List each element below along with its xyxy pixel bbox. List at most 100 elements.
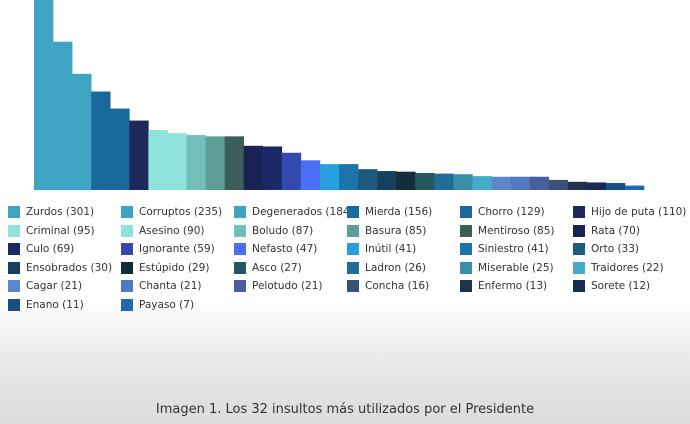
legend-swatch	[460, 206, 472, 218]
bar-2	[53, 41, 73, 190]
legend-item: Payaso (7)	[121, 298, 234, 312]
bar-18	[358, 169, 378, 190]
legend-item: Asesino (90)	[121, 224, 234, 238]
bar-6	[129, 120, 149, 190]
chart-legend: Zurdos (301) Corruptos (235) Degenerados (…	[8, 205, 688, 312]
legend-item: Ignorante (59)	[121, 242, 234, 256]
legend-label: Siniestro (41)	[478, 243, 549, 256]
legend-swatch	[8, 280, 20, 293]
legend-item: Chanta (21)	[121, 279, 234, 293]
bar-chart	[34, 0, 645, 190]
legend-swatch	[347, 280, 359, 293]
legend-label: Asco (27)	[252, 261, 302, 274]
bar-10	[205, 136, 225, 190]
legend-label: Cagar (21)	[26, 280, 83, 293]
legend-label: Orto (33)	[591, 243, 640, 256]
legend-label: Ladron (26)	[365, 261, 427, 274]
bar-16	[319, 164, 340, 190]
legend-swatch	[121, 298, 133, 311]
legend-item: Culo (69)	[8, 242, 121, 256]
legend-swatch	[121, 224, 133, 237]
bar-32	[624, 185, 645, 190]
legend-item: Asco (27)	[234, 261, 347, 275]
bar-15	[300, 160, 321, 190]
legend-swatch	[121, 261, 133, 274]
bar-13	[262, 146, 283, 190]
bar-1	[34, 0, 54, 190]
legend-label: Estúpido (29)	[139, 261, 210, 274]
legend-item: Hijo de puta (110)	[573, 205, 686, 219]
bar-7	[148, 130, 168, 190]
legend-item: Enfermo (13)	[460, 279, 573, 293]
legend-item: Concha (16)	[347, 279, 460, 293]
legend-item: Criminal (95)	[8, 224, 121, 238]
bar-8	[167, 133, 187, 190]
legend-label: Inútil (41)	[365, 243, 417, 256]
bar-19	[377, 171, 397, 190]
bar-24	[472, 176, 492, 190]
legend-item: Estúpido (29)	[121, 261, 234, 275]
legend-item: Basura (85)	[347, 224, 460, 238]
bar-5	[110, 108, 130, 190]
bar-28	[548, 179, 569, 190]
legend-item: Ladron (26)	[347, 261, 460, 275]
legend-label: Chorro (129)	[478, 206, 545, 218]
legend-swatch	[8, 298, 20, 311]
legend-item: Corruptos (235)	[121, 205, 234, 219]
legend-item: Boludo (87)	[234, 224, 347, 238]
legend-item: Sorete (12)	[573, 279, 686, 293]
legend-swatch	[234, 206, 246, 218]
legend-swatch	[8, 261, 20, 274]
bar-30	[586, 182, 607, 190]
legend-label: Rata (70)	[591, 224, 640, 237]
bar-21	[415, 172, 435, 190]
legend-label: Mentiroso (85)	[478, 224, 555, 237]
legend-item: Ensobrados (30)	[8, 261, 121, 275]
legend-item: Cagar (21)	[8, 279, 121, 293]
legend-item: Degenerados (184)	[234, 205, 354, 219]
legend-item: Orto (33)	[573, 242, 686, 256]
legend-label: Enano (11)	[26, 298, 84, 311]
legend-label: Enfermo (13)	[478, 280, 548, 293]
legend-swatch	[121, 243, 133, 256]
legend-item: Siniestro (41)	[460, 242, 573, 256]
bar-22	[434, 173, 454, 190]
bar-27	[529, 176, 549, 190]
legend-label: Pelotudo (21)	[252, 280, 323, 293]
legend-item: Mierda (156)	[347, 205, 460, 219]
legend-swatch	[8, 224, 20, 237]
bar-14	[281, 152, 302, 190]
legend-label: Sorete (12)	[591, 280, 651, 293]
legend-swatch	[8, 243, 20, 256]
legend-label: Chanta (21)	[139, 280, 202, 293]
legend-label: Miserable (25)	[478, 261, 554, 274]
legend-item: Enano (11)	[8, 298, 121, 312]
legend-label: Boludo (87)	[252, 224, 314, 237]
legend-item: Zurdos (301)	[8, 205, 121, 219]
legend-item: Traidores (22)	[573, 261, 686, 275]
legend-swatch	[573, 280, 585, 293]
bar-23	[453, 174, 473, 190]
legend-label: Nefasto (47)	[252, 243, 318, 256]
legend-swatch	[347, 261, 359, 274]
bar-17	[339, 164, 359, 190]
bar-11	[224, 136, 244, 190]
bar-4	[91, 91, 111, 190]
legend-swatch	[347, 224, 359, 237]
legend-swatch	[347, 206, 359, 218]
legend-swatch	[573, 224, 585, 237]
legend-item: Rata (70)	[573, 224, 686, 238]
bar-29	[567, 181, 588, 190]
bar-3	[72, 73, 92, 190]
legend-swatch	[573, 243, 585, 256]
legend-item: Miserable (25)	[460, 261, 573, 275]
legend-label: Culo (69)	[26, 243, 75, 256]
legend-swatch	[460, 224, 472, 237]
legend-label: Ensobrados (30)	[26, 261, 113, 274]
bar-12	[243, 145, 264, 190]
legend-swatch	[121, 280, 133, 293]
legend-label: Ignorante (59)	[139, 243, 215, 256]
legend-swatch	[460, 243, 472, 256]
legend-swatch	[234, 261, 246, 274]
legend-swatch	[234, 243, 246, 256]
